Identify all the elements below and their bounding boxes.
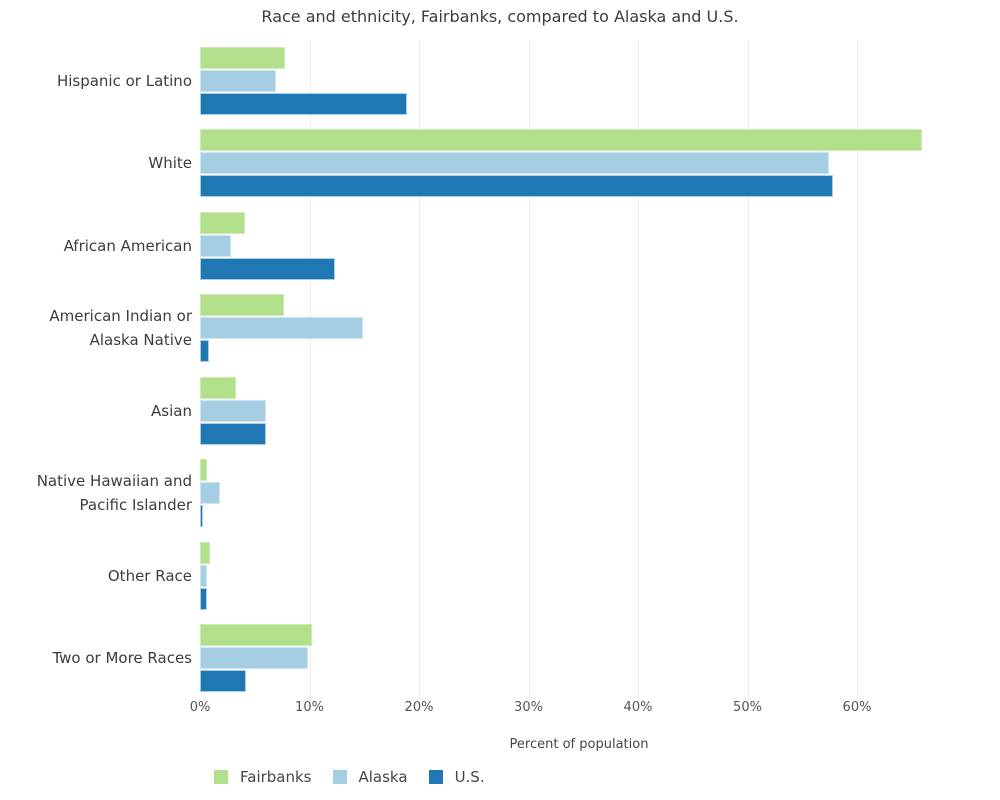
gridline-10 bbox=[309, 40, 311, 700]
x-tick-label-20: 20% bbox=[404, 700, 434, 715]
category-label-native-hawaiian-and-pacific-islander: Native Hawaiian and Pacific Islander bbox=[36, 472, 192, 514]
gridline-60 bbox=[857, 40, 858, 700]
bar-fairbanks-two-or-more-races bbox=[200, 624, 312, 646]
x-tick-label-50: 50% bbox=[733, 700, 762, 715]
x-tick-label-30: 30% bbox=[514, 700, 543, 715]
legend-label-fairbanks: Fairbanks bbox=[240, 768, 312, 786]
gridline-40 bbox=[638, 40, 639, 700]
chart-title: Race and ethnicity, Fairbanks, compared … bbox=[261, 7, 739, 26]
bar-u-s-white bbox=[200, 175, 833, 197]
bar-alaska-african-american bbox=[200, 235, 231, 257]
bar-group-african-american bbox=[200, 212, 995, 280]
category-label-white: White bbox=[148, 154, 192, 172]
bar-u-s-other-race bbox=[200, 588, 207, 610]
x-tick-label-40: 40% bbox=[623, 700, 653, 715]
bar-fairbanks-other-race bbox=[200, 542, 210, 564]
bar-group-white bbox=[200, 129, 995, 197]
gridline-30 bbox=[528, 40, 530, 700]
bar-alaska-native-hawaiian-and-pacific-islander bbox=[200, 482, 220, 504]
bar-u-s-asian bbox=[200, 423, 266, 445]
bar-u-s-hispanic-or-latino bbox=[200, 93, 407, 115]
bar-group-other-race bbox=[200, 542, 995, 610]
bar-fairbanks-white bbox=[200, 129, 922, 151]
bar-fairbanks-native-hawaiian-and-pacific-islander bbox=[200, 459, 207, 481]
x-tick-label-0: 0% bbox=[189, 700, 211, 715]
legend: Fairbanks Alaska U.S. bbox=[214, 768, 485, 786]
legend-swatch-fairbanks bbox=[214, 770, 228, 784]
bar-alaska-american-indian-or-alaska-native bbox=[200, 317, 363, 339]
category-label-american-indian-or-alaska-native: American Indian or Alaska Native bbox=[49, 307, 192, 349]
bar-group-hispanic-or-latino bbox=[200, 47, 995, 115]
legend-swatch-u-s bbox=[428, 770, 443, 784]
bar-u-s-two-or-more-races bbox=[200, 670, 246, 692]
category-label-hispanic-or-latino: Hispanic or Latino bbox=[56, 72, 192, 90]
category-label-african-american: African American bbox=[63, 237, 192, 255]
bar-group-american-indian-or-alaska-native bbox=[200, 294, 995, 362]
category-label-asian: Asian bbox=[151, 402, 192, 420]
bar-alaska-white bbox=[200, 152, 829, 174]
x-tick-label-10: 10% bbox=[295, 700, 324, 715]
bar-fairbanks-african-american bbox=[200, 212, 245, 234]
category-label-two-or-more-races: Two or More Races bbox=[52, 649, 192, 667]
x-axis-title: Percent of population bbox=[509, 737, 649, 752]
legend-item-alaska: Alaska bbox=[332, 768, 408, 786]
bar-u-s-african-american bbox=[200, 258, 335, 280]
category-label-other-race: Other Race bbox=[107, 567, 192, 585]
bar-group-native-hawaiian-and-pacific-islander bbox=[200, 459, 995, 527]
legend-item-u-s: U.S. bbox=[428, 768, 485, 786]
bar-alaska-other-race bbox=[200, 565, 207, 587]
gridline-20 bbox=[419, 40, 420, 700]
bar-group-asian bbox=[200, 377, 995, 445]
bar-u-s-american-indian-or-alaska-native bbox=[200, 340, 209, 362]
bar-alaska-hispanic-or-latino bbox=[200, 70, 276, 92]
bar-alaska-asian bbox=[200, 400, 266, 422]
bar-fairbanks-hispanic-or-latino bbox=[200, 47, 285, 69]
legend-label-u-s: U.S. bbox=[454, 768, 485, 786]
x-tick-label-60: 60% bbox=[842, 700, 872, 715]
bar-u-s-native-hawaiian-and-pacific-islander bbox=[200, 505, 203, 527]
bar-group-two-or-more-races bbox=[200, 624, 995, 692]
plot-area bbox=[200, 40, 995, 700]
legend-swatch-alaska bbox=[332, 770, 347, 784]
gridline-50 bbox=[747, 40, 749, 700]
bar-fairbanks-american-indian-or-alaska-native bbox=[200, 294, 284, 316]
bar-alaska-two-or-more-races bbox=[200, 647, 308, 669]
legend-item-fairbanks: Fairbanks bbox=[214, 768, 312, 786]
legend-label-alaska: Alaska bbox=[358, 768, 408, 786]
bar-fairbanks-asian bbox=[200, 377, 236, 399]
